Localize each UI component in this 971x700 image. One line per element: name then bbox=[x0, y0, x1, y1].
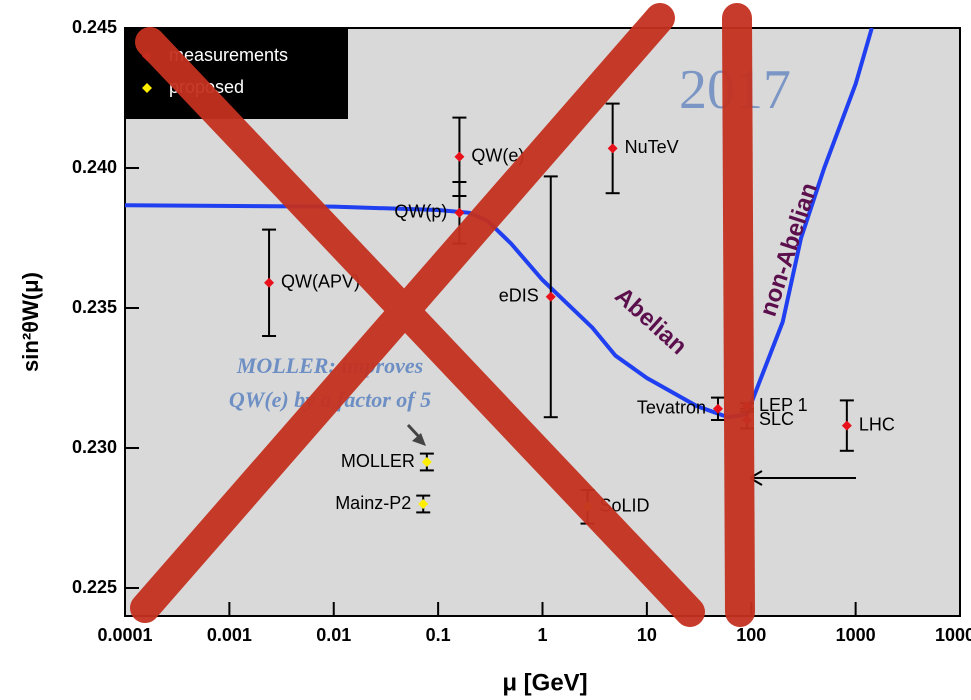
y-tick-label: 0.240 bbox=[72, 157, 117, 177]
y-tick-label: 0.235 bbox=[72, 297, 117, 317]
y-tick-label: 0.245 bbox=[72, 17, 117, 37]
y-axis-label: sin²θW(μ) bbox=[18, 272, 43, 372]
x-tick-label: 1000 bbox=[836, 625, 876, 645]
x-tick-label: 10 bbox=[637, 625, 657, 645]
y-tick-label: 0.225 bbox=[72, 577, 117, 597]
x-tick-label: 0.0001 bbox=[97, 625, 152, 645]
point-label: eDIS bbox=[499, 286, 539, 306]
cross-stroke bbox=[737, 18, 740, 612]
point-label: QW(p) bbox=[394, 202, 447, 222]
point-label: QW(APV) bbox=[281, 272, 360, 292]
x-axis-label: μ [GeV] bbox=[502, 669, 587, 696]
y-tick-label: 0.230 bbox=[72, 437, 117, 457]
point-label: NuTeV bbox=[625, 137, 679, 157]
x-tick-label: 10000 bbox=[935, 625, 971, 645]
x-tick-label: 0.001 bbox=[207, 625, 252, 645]
x-tick-label: 0.1 bbox=[426, 625, 451, 645]
point-label: Tevatron bbox=[637, 398, 706, 418]
x-tick-label: 1 bbox=[537, 625, 547, 645]
x-tick-label: 100 bbox=[736, 625, 766, 645]
point-label: LHC bbox=[859, 414, 895, 434]
chart: 0.225 0.230 0.235 0.240 0.245 0.0001 0.001 0.01… bbox=[0, 0, 971, 700]
point-label: SLC bbox=[759, 409, 794, 429]
point-label: Mainz-P2 bbox=[335, 493, 411, 513]
point-label: MOLLER bbox=[341, 451, 415, 471]
x-tick-label: 0.01 bbox=[316, 625, 351, 645]
